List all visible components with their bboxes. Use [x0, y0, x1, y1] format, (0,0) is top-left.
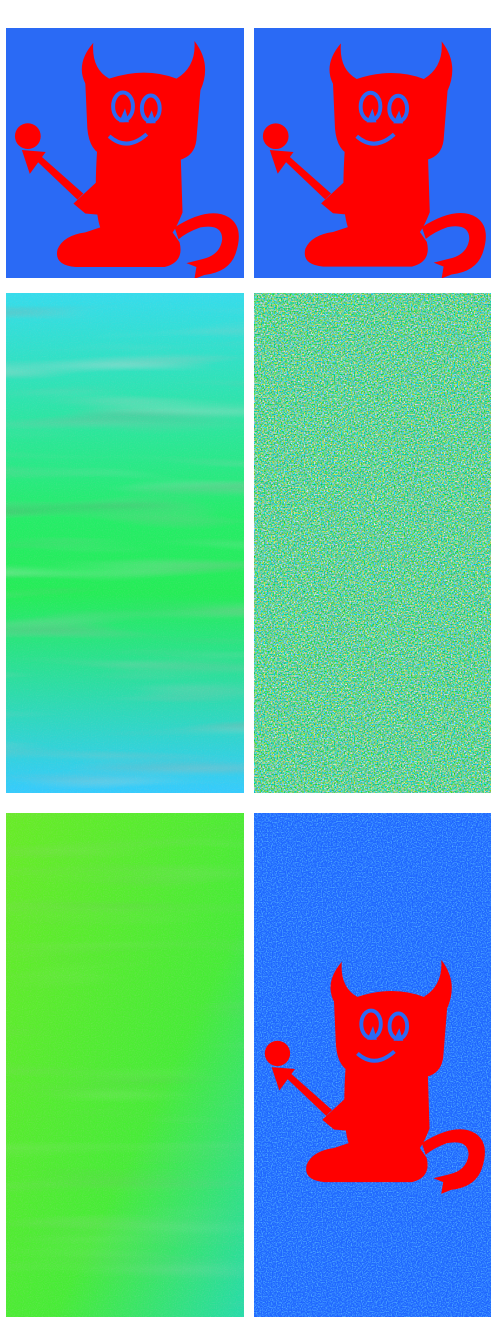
panel-noise-speckle — [254, 293, 491, 793]
panel-recovered — [254, 813, 491, 1317]
panel-noise-smooth — [6, 293, 244, 793]
panel-original — [6, 28, 244, 278]
panel-noise-green — [6, 813, 244, 1317]
panel-original-copy — [254, 28, 491, 278]
